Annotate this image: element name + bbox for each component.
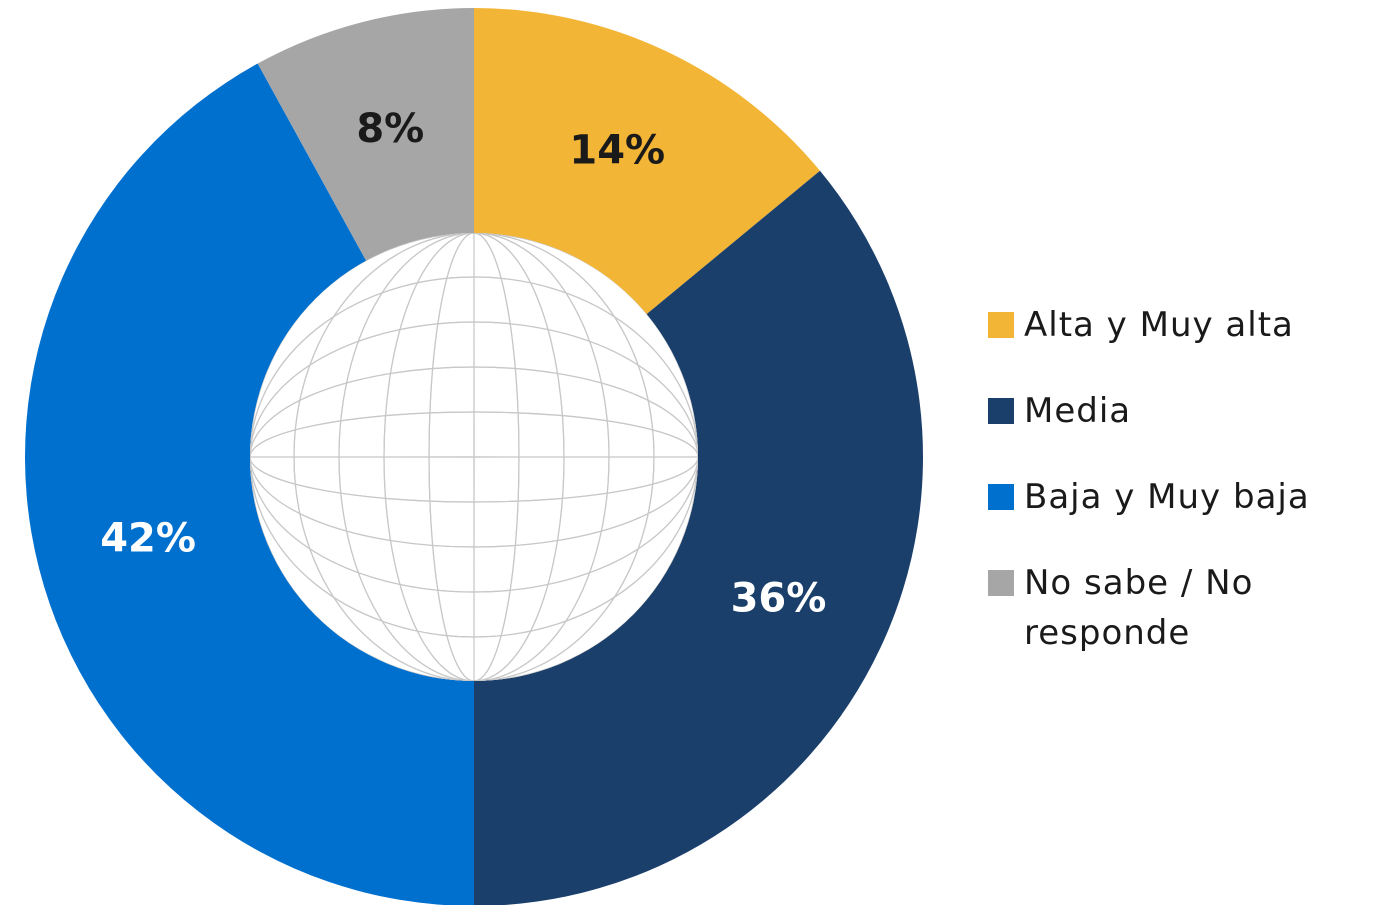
legend-swatch bbox=[988, 312, 1014, 338]
legend: Alta y Muy alta Media Baja y Muy baja No sa… bbox=[988, 300, 1380, 694]
legend-label: Baja y Muy baja bbox=[1024, 477, 1310, 517]
legend-item: Alta y Muy alta bbox=[988, 300, 1380, 350]
value-label: 36% bbox=[731, 575, 827, 621]
legend-label: No sabe / No responde bbox=[1024, 563, 1254, 653]
legend-swatch bbox=[988, 484, 1014, 510]
value-label: 42% bbox=[100, 516, 196, 562]
value-label: 14% bbox=[569, 128, 665, 174]
legend-swatch bbox=[988, 398, 1014, 424]
value-label: 8% bbox=[356, 106, 424, 152]
slice bbox=[474, 170, 923, 905]
globe-pattern bbox=[250, 233, 698, 681]
legend-swatch bbox=[988, 570, 1014, 596]
legend-item: Media bbox=[988, 386, 1380, 436]
legend-item: Baja y Muy baja bbox=[988, 472, 1380, 522]
legend-label: Media bbox=[1024, 391, 1132, 431]
value-labels: 14% 36% 42% 8% bbox=[100, 106, 826, 621]
legend-label: Alta y Muy alta bbox=[1024, 305, 1294, 345]
legend-item: No sabe / No responde bbox=[988, 558, 1380, 658]
